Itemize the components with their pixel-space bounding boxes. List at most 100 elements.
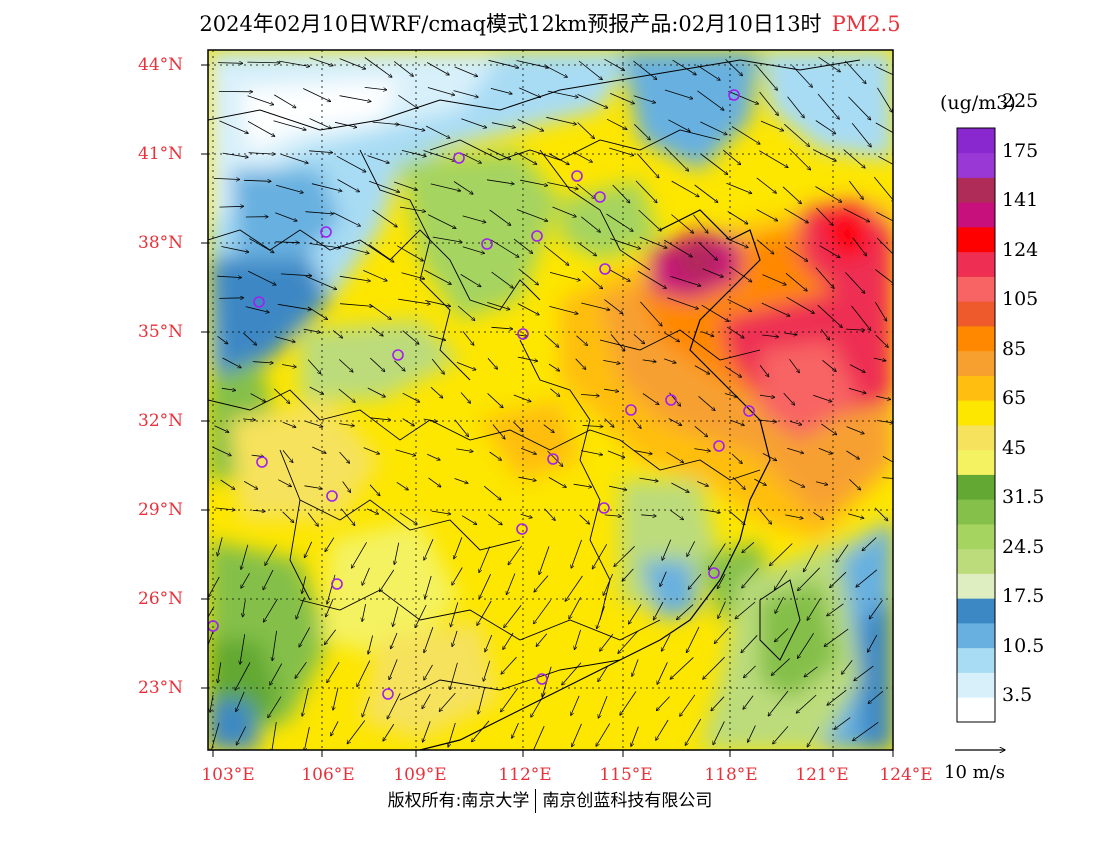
wind-arrow: [774, 570, 788, 590]
legend-label: 85: [1002, 337, 1027, 360]
wind-arrow: [575, 358, 586, 370]
wind-arrow: [701, 154, 728, 175]
wind-arrow: [845, 329, 865, 330]
wind-arrow: [309, 243, 340, 249]
wind-arrow: [515, 151, 536, 164]
wind-arrow: [549, 272, 580, 280]
wind-arrow: [333, 212, 360, 227]
wind-arrow: [760, 120, 784, 131]
wind-arrow: [516, 209, 548, 222]
wind-arrow: [552, 206, 577, 217]
wind-arrow: [222, 152, 249, 157]
wind-arrow: [461, 118, 486, 128]
wind-arrow: [547, 182, 578, 190]
company-text: 南京创蓝科技有限公司: [542, 791, 713, 811]
wind-arrow: [812, 149, 836, 162]
wind-arrow: [604, 388, 619, 391]
map-title: 2024年02月10日WRF/cmaq模式12km预报产品:02月10日13时 P…: [0, 8, 1100, 38]
wind-arrow: [270, 663, 283, 686]
wind-arrow: [614, 546, 635, 566]
wind-arrow: [311, 183, 342, 191]
wind-arrow: [612, 184, 630, 203]
wind-arrow: [243, 600, 246, 617]
wind-arrow: [875, 66, 893, 76]
wind-arrow: [714, 627, 729, 643]
wind-arrow: [759, 394, 775, 397]
wind-arrow: [757, 419, 777, 422]
wind-arrow: [366, 508, 379, 514]
wind-arrow: [572, 723, 582, 747]
legend-swatch: [957, 548, 995, 574]
lat-label: 26°N: [138, 589, 184, 609]
wind-arrow: [876, 211, 893, 222]
wind-arrow: [694, 365, 710, 375]
wind-arrow: [664, 146, 689, 171]
wind-arrow: [208, 576, 220, 597]
wind-arrow: [545, 65, 567, 78]
legend-label: 17.5: [1002, 585, 1045, 608]
wind-arrow: [368, 635, 373, 655]
wind-arrow: [250, 393, 266, 402]
wind-arrow: [700, 121, 727, 135]
wind-arrow: [757, 507, 772, 524]
wind-arrow: [726, 182, 752, 193]
wind-arrow: [339, 275, 371, 281]
wind-arrow: [693, 214, 708, 233]
wind-arrow: [581, 450, 602, 455]
wind-arrow: [730, 419, 744, 425]
wind-arrow: [371, 327, 383, 337]
wind-arrow: [680, 694, 696, 717]
legend-swatch: [957, 697, 995, 723]
wind-arrow: [508, 545, 523, 565]
legend-frame: [956, 127, 996, 723]
wind-arrow: [741, 635, 758, 652]
wind-arrow: [759, 150, 788, 168]
legend-label: 175: [1002, 139, 1039, 162]
wind-arrow: [581, 302, 610, 310]
wind-arrow: [717, 573, 726, 589]
wind-arrow: [488, 59, 519, 68]
wind-arrow: [725, 59, 743, 75]
legend-swatch: [957, 598, 995, 624]
legend-label: 45: [1002, 436, 1027, 459]
wind-arrow: [489, 451, 502, 460]
wind-arrow: [874, 301, 886, 321]
wind-arrow: [730, 266, 752, 282]
wind-arrow: [369, 484, 380, 496]
legend-label: 141: [1002, 189, 1039, 212]
wind-arrow: [846, 426, 865, 434]
wind-arrow: [703, 656, 725, 679]
wind-arrow: [217, 537, 223, 556]
wind-arrow: [393, 181, 417, 190]
wind-arrow: [694, 425, 708, 437]
wind-arrow: [485, 634, 493, 652]
wind-arrow: [762, 274, 787, 285]
wind-arrow: [325, 537, 335, 552]
wind-arrow: [217, 335, 228, 344]
wind-arrow: [364, 57, 392, 78]
wind-arrow: [432, 236, 462, 242]
wind-arrow: [457, 305, 475, 321]
lat-label: 29°N: [138, 500, 184, 520]
wind-arrow: [305, 211, 334, 214]
wind-arrow: [427, 87, 455, 96]
wind-arrow: [815, 120, 836, 134]
wind-arrow: [606, 213, 634, 231]
wind-arrow: [278, 60, 310, 66]
wind-arrow: [453, 181, 473, 195]
wind-arrow: [487, 148, 511, 160]
wind-arrow: [711, 696, 725, 711]
wind-arrow: [491, 122, 516, 128]
wind-arrow: [208, 631, 214, 653]
wind-arrow: [491, 327, 513, 329]
wind-arrow: [882, 456, 893, 463]
wind-vectors: [208, 56, 893, 750]
wind-arrow: [401, 272, 425, 279]
wind-arrow: [536, 633, 548, 647]
wind-arrow: [848, 180, 863, 199]
wind-arrow: [572, 151, 592, 162]
wind-arrow: [817, 304, 843, 327]
wind-arrow: [423, 418, 438, 422]
legend-unit: (ug/m3): [940, 92, 1016, 114]
